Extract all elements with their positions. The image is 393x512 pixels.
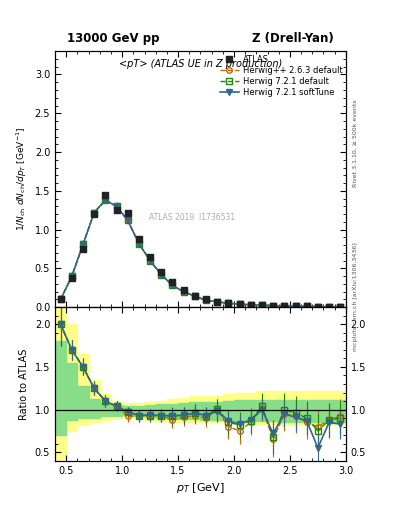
Point	[192, 291, 198, 300]
Point	[57, 295, 64, 304]
Point	[259, 301, 265, 309]
Point	[337, 303, 343, 311]
Point	[303, 302, 310, 310]
Point	[225, 299, 231, 307]
X-axis label: $p_T\ [\mathrm{GeV}]$: $p_T\ [\mathrm{GeV}]$	[176, 481, 225, 495]
Point	[180, 286, 187, 294]
Point	[147, 253, 153, 261]
Text: Z (Drell-Yan): Z (Drell-Yan)	[252, 32, 334, 45]
Point	[214, 297, 220, 306]
Point	[315, 303, 321, 311]
Point	[281, 302, 287, 310]
Y-axis label: $1/N_\mathrm{ch}\ dN_\mathrm{ch}/dp_T\ [\mathrm{GeV}^{-1}]$: $1/N_\mathrm{ch}\ dN_\mathrm{ch}/dp_T\ […	[15, 127, 29, 231]
Y-axis label: Ratio to ATLAS: Ratio to ATLAS	[19, 348, 29, 420]
Point	[102, 190, 108, 199]
Point	[169, 279, 176, 287]
Text: Rivet 3.1.10, ≥ 500k events: Rivet 3.1.10, ≥ 500k events	[353, 99, 358, 187]
Text: mcplots.cern.ch [arXiv:1306.3436]: mcplots.cern.ch [arXiv:1306.3436]	[353, 243, 358, 351]
Point	[326, 303, 332, 311]
Point	[158, 268, 164, 276]
Legend: ATLAS, Herwig++ 2.6.3 default, Herwig 7.2.1 default, Herwig 7.2.1 softTune: ATLAS, Herwig++ 2.6.3 default, Herwig 7.…	[219, 53, 344, 98]
Point	[125, 208, 131, 217]
Text: 13000 GeV pp: 13000 GeV pp	[67, 32, 159, 45]
Point	[203, 295, 209, 304]
Point	[69, 273, 75, 282]
Point	[80, 245, 86, 253]
Point	[270, 302, 276, 310]
Point	[248, 301, 254, 309]
Text: <pT> (ATLAS UE in Z production): <pT> (ATLAS UE in Z production)	[119, 59, 282, 69]
Point	[237, 300, 243, 308]
Point	[114, 206, 120, 215]
Point	[136, 235, 142, 243]
Text: ATLAS 2019  I1736531: ATLAS 2019 I1736531	[149, 213, 235, 222]
Point	[292, 302, 299, 310]
Point	[91, 210, 97, 218]
